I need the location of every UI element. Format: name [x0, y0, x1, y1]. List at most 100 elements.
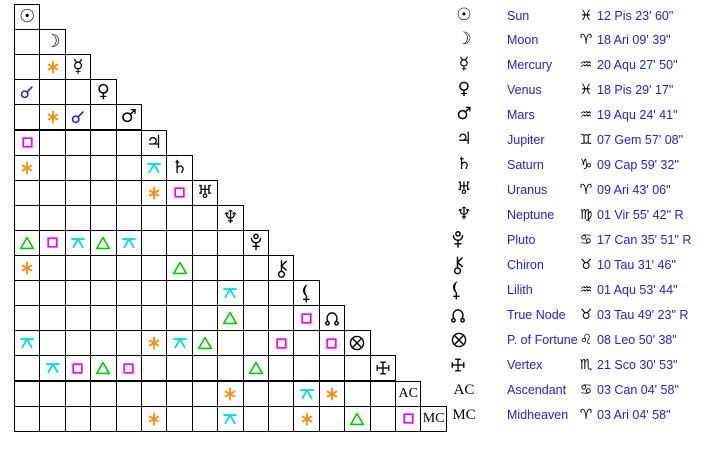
legend-planet-name: Lilith: [507, 282, 533, 297]
legend-planet-glyph: ♆: [450, 206, 478, 224]
aspect-cell-empty: [39, 330, 66, 357]
aspect-cell-trine: [191, 330, 219, 357]
legend-row-fortune: P. of Fortune ♌ 08 Leo 50' 38": [450, 327, 703, 352]
legend-row-ascendant: AC Ascendant ♋ 03 Can 04' 58": [450, 377, 703, 402]
legend-planet-name: Mercury: [507, 58, 553, 73]
aspect-cell-empty: [115, 330, 142, 357]
aspect-cell-empty: [14, 405, 41, 432]
aspect-cell-conjunction: [14, 79, 41, 106]
aspect-cell-empty: [64, 330, 92, 357]
aspect-cell-empty: [14, 54, 41, 81]
planet-cell-moon: ☽: [39, 29, 66, 56]
aspect-cell-square: [14, 129, 41, 156]
aspect-cell-trine: [242, 355, 269, 382]
aspect-cell-empty: [14, 280, 41, 307]
legend-row-mars: ♂ Mars ♒ 19 Aqu 24' 41": [450, 103, 703, 128]
aspect-cell-quincunx: [166, 330, 193, 357]
aspect-cell-empty: [115, 305, 142, 332]
venus-icon: ♀: [457, 79, 471, 100]
uranus-icon: ♅: [456, 179, 472, 200]
aspect-cell-empty: [90, 330, 117, 357]
legend-sign-glyph-vir: ♍: [579, 207, 593, 224]
legend-planet-name: Saturn: [507, 158, 544, 173]
aspect-cell-empty: [90, 154, 117, 181]
quincunx-aspect-icon: [147, 162, 162, 173]
quincunx-aspect-icon: [20, 338, 35, 349]
aspect-cell-empty: [141, 305, 168, 332]
legend-position: 18 Ari 09' 39": [597, 33, 671, 48]
mercury-icon: ☿: [72, 56, 84, 78]
midheaven-icon: MC: [452, 406, 476, 423]
legend-row-venus: ♀ Venus ♓ 18 Pis 29' 17": [450, 78, 703, 103]
aspect-cell-trine: [90, 355, 117, 382]
neptune-icon: ♆: [456, 204, 472, 225]
legend-planet-glyph: AC: [450, 381, 478, 399]
pluto-icon: [250, 233, 262, 251]
sextile-aspect-icon: [301, 412, 312, 426]
legend-sign-glyph-gem: ♊: [579, 132, 593, 149]
legend-position: 17 Can 35' 51" R: [597, 233, 692, 248]
legend-planet-glyph: ♀: [450, 81, 478, 99]
aspect-cell-empty: [242, 305, 269, 332]
aspect-cell-empty: [90, 204, 117, 231]
lilith-icon: [303, 284, 310, 303]
aspect-cell-empty: [141, 229, 168, 256]
legend-position: 01 Aqu 53' 44": [597, 282, 678, 297]
sextile-aspect-icon: [21, 261, 33, 275]
legend-planet-name: P. of Fortune: [507, 332, 578, 347]
aspect-cell-quincunx: [14, 330, 41, 357]
legend-planet-name: Chiron: [507, 258, 544, 272]
legend-planet-glyph: ♂: [450, 106, 478, 124]
aspect-cell-quincunx: [39, 355, 66, 382]
aspect-cell-empty: [242, 405, 269, 432]
aspect-cell-quincunx: [293, 380, 320, 407]
aspect-cell-empty: [141, 355, 168, 382]
legend-planet-glyph: ♄: [450, 156, 478, 174]
aspect-cell-empty: [64, 380, 92, 407]
pluto-icon: [452, 231, 464, 248]
aspect-cell-empty: [14, 380, 41, 407]
legend-planet-name: Vertex: [507, 357, 543, 372]
aspect-cell-empty: [39, 380, 66, 407]
aspect-cell-empty: [39, 79, 66, 106]
legend-sign-glyph-aqu: ♒: [579, 57, 593, 74]
lilith-icon: [452, 281, 460, 300]
aspect-cell-empty: [115, 129, 142, 156]
legend-position: 19 Aqu 24' 41": [597, 108, 678, 123]
legend-row-uranus: ♅ Uranus ♈ 09 Ari 43' 06": [450, 178, 703, 203]
legend-row-mercury: ☿ Mercury ♒ 20 Aqu 27' 50": [450, 53, 703, 78]
square-aspect-icon: [403, 413, 414, 424]
square-aspect-icon: [301, 313, 312, 324]
aspect-cell-empty: [242, 255, 269, 282]
neptune-icon: ♆: [222, 206, 239, 228]
legend-row-moon: ☽ Moon ♈ 18 Ari 09' 39": [450, 28, 703, 53]
jupiter-icon: ♃: [456, 129, 472, 150]
aspect-cell-empty: [369, 380, 396, 407]
aspect-cell-empty: [115, 204, 142, 231]
legend-row-neptune: ♆ Neptune ♍ 01 Vir 55' 42" R: [450, 203, 703, 228]
aspect-cell-square: [395, 405, 422, 432]
aspect-cell-empty: [115, 154, 142, 181]
planet-cell-truenode: [318, 305, 346, 332]
aspect-cell-empty: [344, 355, 371, 382]
aspect-cell-empty: [64, 305, 92, 332]
aspect-cell-empty: [39, 204, 66, 231]
aspect-cell-empty: [191, 255, 219, 282]
aspect-cell-empty: [141, 255, 168, 282]
aspect-cell-empty: [115, 179, 142, 206]
legend-planet-name: Moon: [507, 33, 539, 48]
aspect-cell-trine: [14, 229, 41, 256]
planet-cell-jupiter: ♃: [141, 129, 168, 156]
aspect-cell-trine: [217, 305, 244, 332]
aspect-cell-sextile: [14, 255, 41, 282]
planet-cell-pluto: [242, 229, 269, 256]
aspect-cell-empty: [166, 355, 193, 382]
legend-planet-name: Jupiter: [507, 133, 545, 148]
aspect-cell-empty: [64, 129, 92, 156]
legend-planet-name: Venus: [507, 83, 542, 98]
legend-position: 03 Can 04' 58": [597, 382, 679, 397]
aspect-cell-empty: [90, 280, 117, 307]
ascendant-icon: AC: [398, 385, 418, 401]
square-aspect-icon: [123, 363, 134, 374]
